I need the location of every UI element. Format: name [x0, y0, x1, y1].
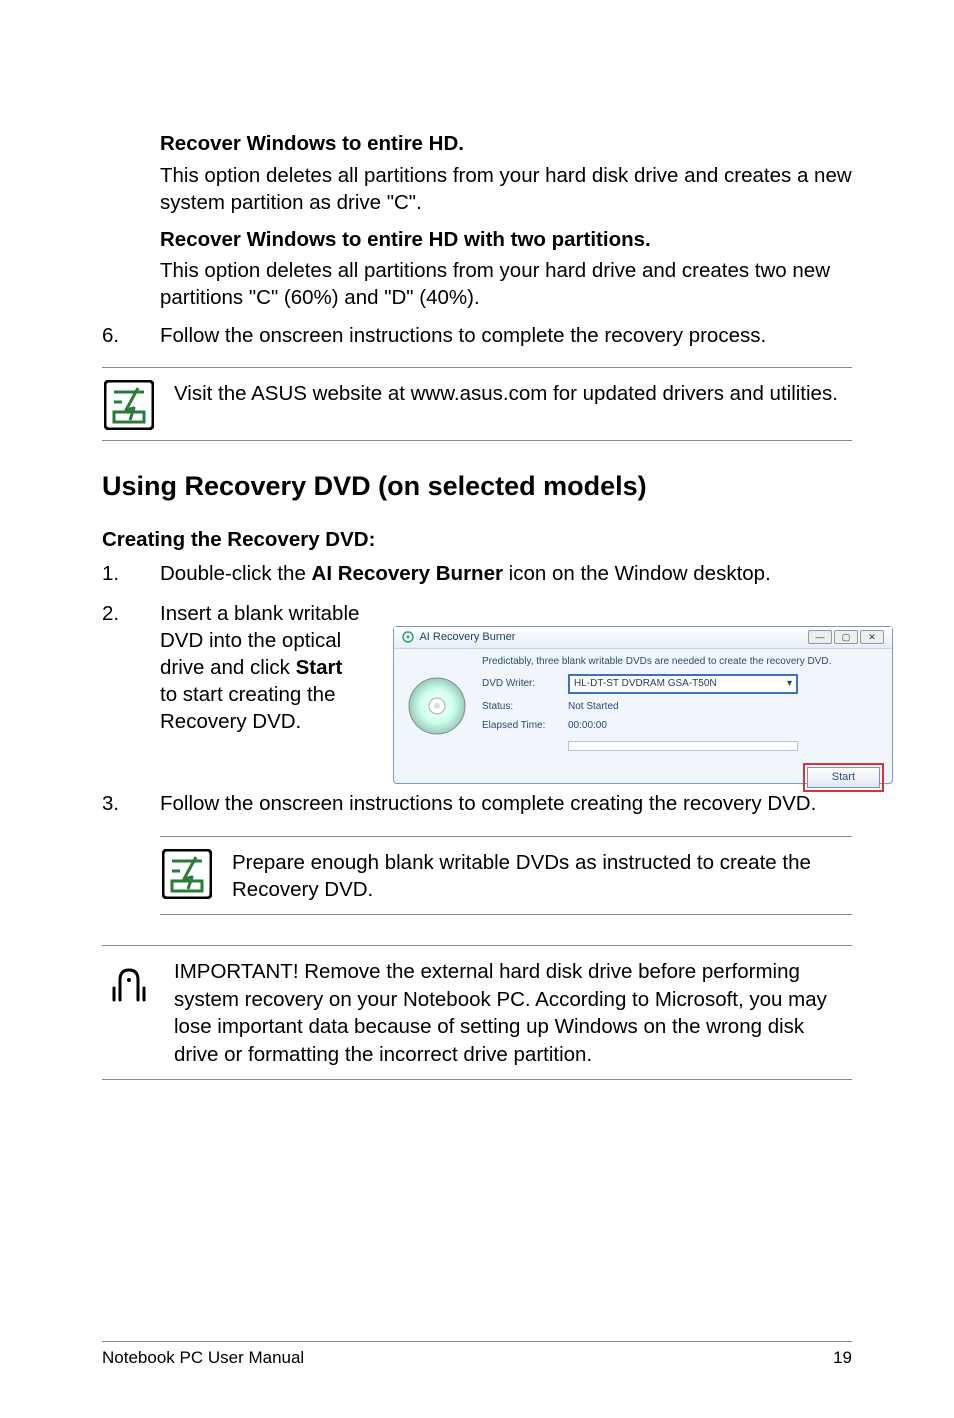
text-post: icon on the Window desktop. — [503, 562, 771, 585]
note-asus-website: Visit the ASUS website at www.asus.com f… — [102, 367, 852, 441]
step-text: Follow the onscreen instructions to comp… — [160, 790, 852, 818]
note-text: Visit the ASUS website at www.asus.com f… — [174, 380, 852, 408]
note-blank-dvds: Prepare enough blank writable DVDs as in… — [160, 836, 852, 915]
writer-label: DVD Writer: — [482, 677, 568, 691]
step-number: 1. — [102, 560, 160, 588]
chevron-down-icon: ▾ — [787, 677, 792, 691]
footer-page-number: 19 — [833, 1348, 852, 1368]
step-number: 6. — [102, 322, 160, 350]
note-text: IMPORTANT! Remove the external hard disk… — [174, 958, 852, 1069]
start-button-highlight: Start — [803, 763, 884, 792]
close-button[interactable]: ✕ — [860, 630, 884, 644]
recover-hd-text: This option deletes all partitions from … — [160, 162, 852, 216]
text-bold: AI Recovery Burner — [312, 562, 503, 585]
ai-recovery-burner-window: AI Recovery Burner — ▢ ✕ — [393, 626, 893, 784]
step-1: 1. Double-click the AI Recovery Burner i… — [102, 560, 852, 588]
maximize-button[interactable]: ▢ — [834, 630, 858, 644]
step-text: Insert a blank writable DVD into the opt… — [160, 600, 365, 784]
step-number: 2. — [102, 600, 160, 784]
status-label: Status: — [482, 700, 568, 714]
recover-hd-heading: Recover Windows to entire HD. — [160, 130, 852, 158]
text-post: to start creating the Recovery DVD. — [160, 683, 335, 733]
note-icon — [162, 849, 212, 899]
progress-bar — [568, 741, 798, 751]
start-button[interactable]: Start — [807, 767, 880, 788]
step-text: Follow the onscreen instructions to comp… — [160, 322, 852, 350]
status-value: Not Started — [568, 700, 619, 714]
minimize-button[interactable]: — — [808, 630, 832, 644]
page-footer: Notebook PC User Manual 19 — [102, 1341, 852, 1368]
creating-dvd-heading: Creating the Recovery DVD: — [102, 528, 852, 552]
step-6: 6. Follow the onscreen instructions to c… — [102, 322, 852, 350]
window-controls: — ▢ ✕ — [808, 630, 884, 644]
text-bold: Start — [296, 656, 343, 679]
disc-icon — [400, 655, 474, 757]
writer-value: HL-DT-ST DVDRAM GSA-T50N — [574, 677, 717, 691]
note-icon — [104, 380, 154, 430]
note-important: IMPORTANT! Remove the external hard disk… — [102, 945, 852, 1080]
section-title-recovery-dvd: Using Recovery DVD (on selected models) — [102, 471, 852, 502]
text-pre: Double-click the — [160, 562, 312, 585]
step-2: 2. Insert a blank writable DVD into the … — [102, 600, 852, 784]
step-number: 3. — [102, 790, 160, 818]
step-3: 3. Follow the onscreen instructions to c… — [102, 790, 852, 818]
recover-hd-2part-text: This option deletes all partitions from … — [160, 257, 852, 311]
recover-hd-2part-heading: Recover Windows to entire HD with two pa… — [160, 226, 852, 254]
note-text: Prepare enough blank writable DVDs as in… — [232, 849, 852, 904]
important-icon — [104, 958, 154, 1008]
dvd-writer-select[interactable]: HL-DT-ST DVDRAM GSA-T50N ▾ — [568, 674, 798, 694]
step-text: Double-click the AI Recovery Burner icon… — [160, 560, 852, 588]
elapsed-label: Elapsed Time: — [482, 719, 568, 733]
window-title: AI Recovery Burner — [402, 630, 515, 645]
elapsed-value: 00:00:00 — [568, 719, 607, 733]
footer-manual-name: Notebook PC User Manual — [102, 1348, 304, 1368]
recovery-message: Predictably, three blank writable DVDs a… — [482, 655, 886, 669]
